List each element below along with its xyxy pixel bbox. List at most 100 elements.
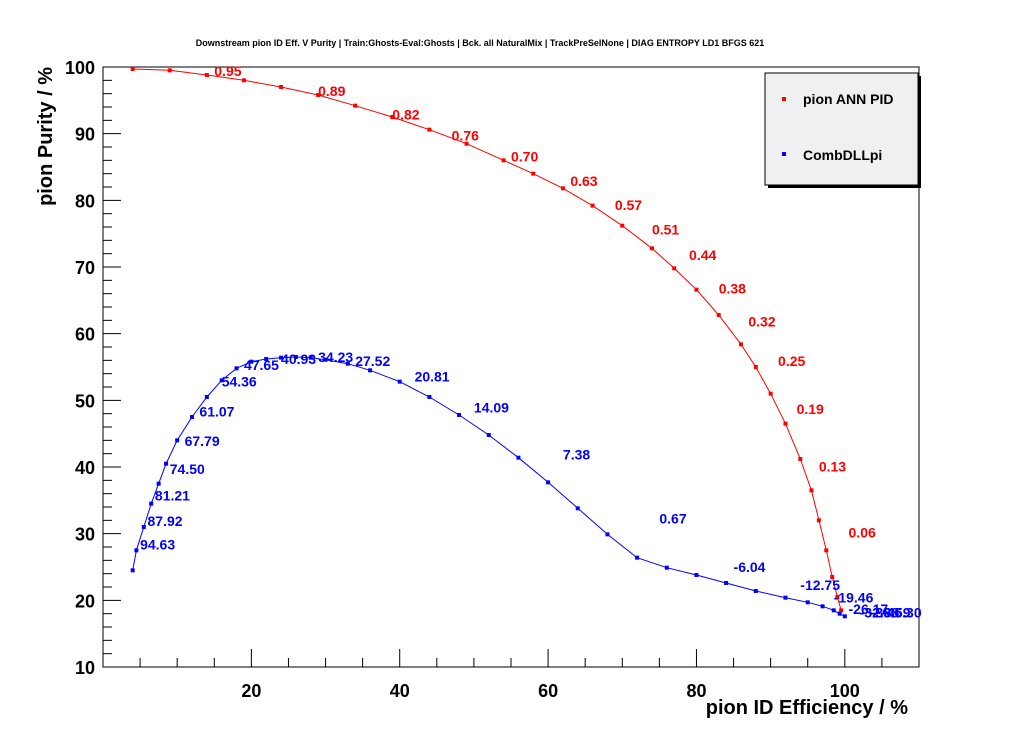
data-point: [590, 203, 595, 208]
data-point: [575, 506, 580, 511]
threshold-label: -19.46: [834, 590, 874, 606]
data-point: [783, 595, 788, 600]
legend-box: [764, 72, 919, 186]
data-point: [427, 127, 432, 132]
data-point: [672, 266, 677, 271]
data-point: [397, 379, 402, 384]
data-point: [190, 415, 195, 419]
threshold-label: 0.70: [511, 148, 538, 164]
data-point: [279, 355, 284, 360]
y-tick-label: 10: [75, 658, 95, 678]
threshold-label: 0.82: [392, 106, 419, 122]
threshold-label: -6.04: [734, 559, 766, 575]
data-point: [820, 604, 825, 609]
x-tick-label: 80: [686, 681, 706, 701]
data-point: [824, 548, 829, 553]
threshold-label: -32.88: [860, 604, 900, 620]
data-point: [516, 455, 521, 460]
data-point: [724, 581, 729, 585]
data-point: [368, 368, 373, 373]
data-point: [241, 78, 246, 83]
threshold-label: -26.17: [849, 601, 889, 617]
chart-title: Downstream pion ID Eff. V Purity | Train…: [196, 38, 765, 48]
y-tick-label: 80: [75, 191, 95, 211]
threshold-label: 0.06: [849, 524, 876, 540]
data-point: [156, 481, 161, 486]
data-point: [345, 361, 350, 366]
threshold-label: 0.38: [719, 280, 746, 296]
y-tick-label: 40: [75, 458, 95, 478]
data-point: [837, 611, 842, 616]
series-layer: [130, 67, 847, 619]
data-point: [164, 461, 169, 466]
data-point: [204, 395, 209, 399]
data-point: [694, 287, 699, 292]
series-line-0: [132, 68, 842, 611]
threshold-label: 34.23: [318, 349, 353, 365]
data-point: [486, 433, 491, 437]
data-point: [805, 600, 810, 605]
y-tick-label: 100: [65, 58, 95, 78]
threshold-label: 81.21: [155, 488, 190, 504]
data-point: [249, 359, 254, 364]
data-point: [308, 355, 313, 360]
series-line-1: [132, 356, 846, 617]
data-point: [830, 575, 835, 579]
threshold-label: 20.81: [415, 368, 450, 384]
data-point: [130, 568, 135, 573]
threshold-label: 0.51: [652, 222, 679, 238]
data-point: [605, 532, 610, 537]
threshold-label: 0.76: [452, 128, 479, 144]
threshold-label: 7.38: [563, 446, 590, 462]
data-point: [783, 421, 788, 426]
threshold-label: 0.19: [797, 401, 824, 417]
data-point: [620, 223, 625, 228]
data-point: [831, 608, 836, 613]
threshold-label: 54.36: [222, 374, 257, 390]
data-point: [457, 413, 462, 417]
legend-marker-ann: [782, 97, 786, 101]
data-point: [353, 103, 358, 108]
data-point: [316, 93, 321, 97]
data-point: [816, 518, 821, 523]
threshold-label: 0.95: [214, 63, 241, 79]
annotation-layer: 0.95 0.89 0.82 0.76 0.70 0.63 0.57 0.51 0.44 0.38…: [140, 63, 922, 620]
data-point: [649, 246, 654, 251]
y-tick-label: 20: [75, 591, 95, 611]
data-point: [234, 366, 239, 371]
legend-label-ann: pion ANN PID: [803, 91, 893, 107]
data-point: [175, 438, 180, 443]
threshold-label: -46.30: [882, 604, 922, 620]
data-point: [167, 68, 172, 73]
threshold-label: 0.57: [615, 197, 642, 213]
y-tick-label: 50: [75, 391, 95, 411]
data-point: [738, 342, 743, 347]
threshold-label: -12.75: [800, 577, 840, 593]
data-point: [501, 158, 506, 163]
threshold-label: 74.50: [170, 461, 205, 477]
data-point: [264, 357, 269, 361]
data-point: [664, 565, 669, 570]
threshold-label: -39.59: [871, 604, 911, 620]
data-point: [323, 357, 328, 362]
threshold-label: 0.89: [318, 83, 345, 99]
legend-label-dll: CombDLLpi: [803, 147, 882, 163]
data-point: [464, 141, 469, 146]
x-tick-label: 100: [830, 681, 860, 701]
x-tick-label: 40: [390, 681, 410, 701]
data-point: [753, 589, 758, 593]
threshold-label: 47.65: [244, 357, 279, 373]
threshold-label: 0.32: [748, 314, 775, 330]
legend-marker-dll: [782, 152, 786, 156]
threshold-label: 14.09: [474, 400, 509, 416]
legend: pion ANN PID CombDLLpi: [764, 72, 921, 188]
data-point: [635, 555, 640, 560]
threshold-label: 0.67: [659, 510, 686, 526]
data-point: [839, 608, 844, 613]
threshold-label: 94.63: [140, 536, 175, 552]
data-point: [835, 595, 840, 599]
data-point: [141, 525, 146, 529]
x-axis-title: pion ID Efficiency / %: [706, 697, 908, 719]
data-point: [219, 378, 224, 383]
data-point: [809, 488, 814, 493]
